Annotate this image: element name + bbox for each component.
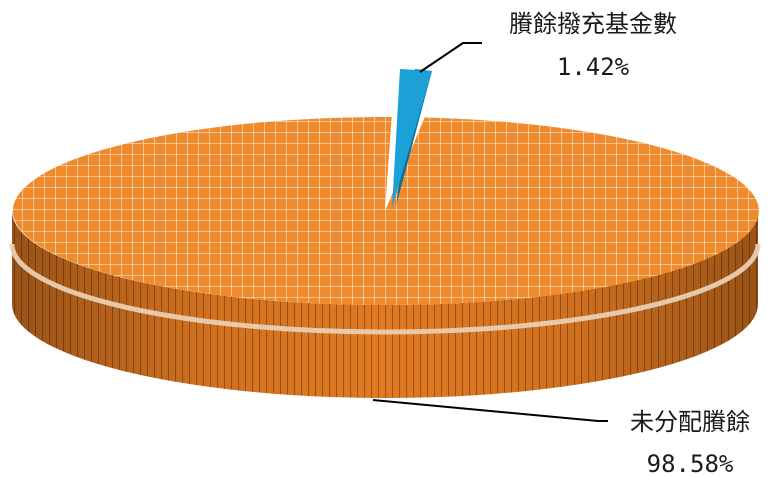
pie-top-face — [12, 116, 759, 305]
pie-side-shade — [12, 211, 758, 398]
pie-slice-side — [396, 69, 432, 206]
pie-slice-surplus-fund-allocation — [392, 69, 432, 208]
label-surplus-fund-percent: 1.42% — [557, 53, 630, 81]
pie-slice-top — [392, 69, 432, 208]
label-surplus-fund-name: 賸餘撥充基金數 — [509, 10, 677, 38]
label-unallocated-name: 未分配賸餘 — [630, 408, 750, 436]
label-unallocated-percent: 98.58% — [647, 450, 734, 477]
pie-side-band — [9, 243, 761, 335]
pie-slice-unallocated-surplus — [9, 116, 761, 398]
callout-line-surplus-fund — [419, 42, 482, 73]
callout-line-unallocated — [372, 399, 608, 422]
